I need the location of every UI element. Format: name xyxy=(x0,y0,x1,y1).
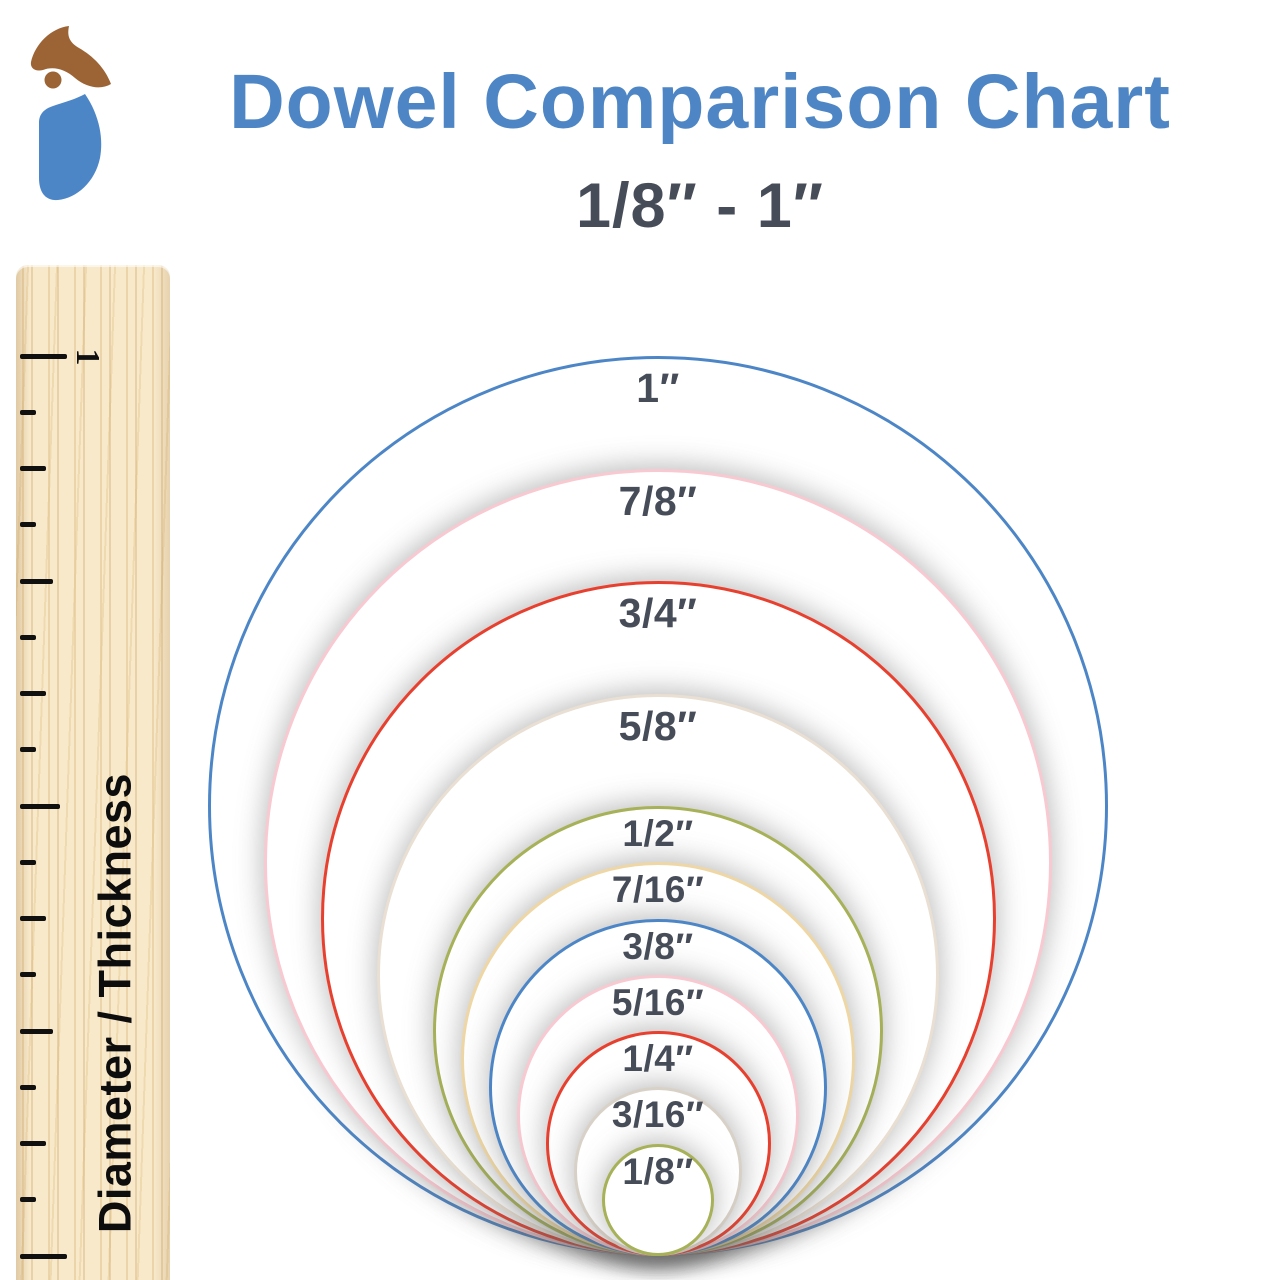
dowel-size-label: 5/8″ xyxy=(618,702,698,749)
wooden-ruler xyxy=(16,265,170,1280)
woodpecker-body-icon xyxy=(39,94,102,201)
dowel-size-label: 1/2″ xyxy=(622,813,694,854)
woodpecker-eye-icon xyxy=(44,71,62,89)
dowel-circle-0.125in xyxy=(601,1143,715,1256)
woodpecker-head-icon xyxy=(30,26,111,88)
dowel-size-label: 1″ xyxy=(636,365,680,411)
ruler-tick xyxy=(20,1028,53,1034)
dowel-size-label: 3/4″ xyxy=(618,590,698,636)
ruler-caption: Diameter / Thickness xyxy=(89,772,141,1234)
ruler-tick xyxy=(20,747,36,753)
ruler-tick xyxy=(20,634,36,640)
ruler-tick xyxy=(20,859,36,865)
ruler-tick xyxy=(20,972,36,978)
dowel-size-label: 1/8″ xyxy=(622,1150,694,1192)
ruler-tick xyxy=(20,1197,36,1203)
ruler-tick xyxy=(20,1084,36,1090)
dowel-size-label: 3/8″ xyxy=(622,925,694,967)
ruler-tick xyxy=(20,522,36,528)
dowel-size-label: 1/4″ xyxy=(622,1038,694,1079)
page-title: Dowel Comparison Chart xyxy=(229,59,1171,145)
ruler-tick xyxy=(20,691,46,696)
ruler-tick xyxy=(20,916,46,921)
woodpecker-logo xyxy=(30,26,111,201)
ruler-tick xyxy=(20,803,60,809)
ruler-tick xyxy=(20,353,67,359)
ruler-tick xyxy=(20,578,53,584)
dowel-size-label: 7/16″ xyxy=(611,869,705,911)
ruler-tick xyxy=(20,1141,46,1146)
ruler-tick xyxy=(20,1253,67,1259)
dowel-size-label: 5/16″ xyxy=(611,981,705,1023)
ruler-tick xyxy=(20,466,46,471)
dowel-size-label: 7/8″ xyxy=(618,477,698,524)
ruler-inch-label: 1 xyxy=(69,348,106,366)
ruler-tick xyxy=(20,409,36,415)
dowel-size-label: 3/16″ xyxy=(611,1094,705,1136)
page-subtitle: 1/8″ - 1″ xyxy=(576,171,824,241)
